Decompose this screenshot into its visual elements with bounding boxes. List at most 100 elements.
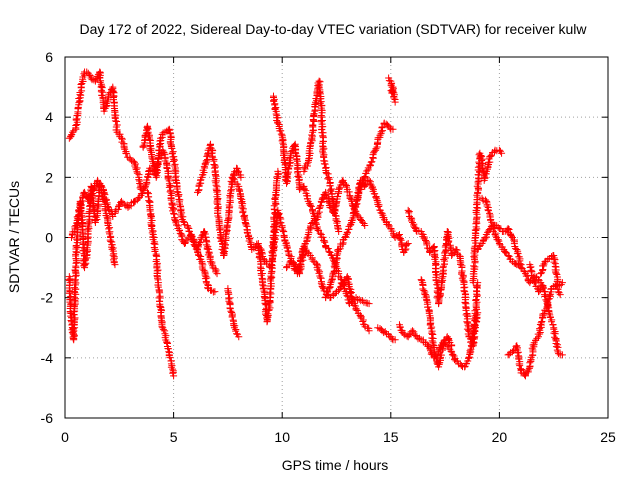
data-point bbox=[237, 199, 245, 207]
y-tick-label: 2 bbox=[45, 169, 53, 185]
data-point bbox=[221, 241, 229, 249]
data-point bbox=[201, 233, 209, 241]
data-point bbox=[184, 223, 192, 231]
data-point bbox=[317, 279, 325, 287]
data-point bbox=[423, 241, 431, 249]
data-point bbox=[180, 240, 188, 248]
data-point bbox=[202, 241, 210, 249]
data-point bbox=[307, 202, 315, 210]
data-point bbox=[85, 71, 93, 79]
data-point bbox=[537, 319, 545, 327]
data-point bbox=[271, 195, 279, 203]
data-point bbox=[309, 126, 317, 134]
data-point bbox=[200, 266, 208, 274]
data-point bbox=[106, 236, 114, 244]
data-point bbox=[416, 334, 424, 342]
data-point bbox=[487, 152, 495, 160]
data-point bbox=[306, 201, 314, 209]
data-point bbox=[323, 194, 331, 202]
data-point bbox=[189, 238, 197, 246]
data-point bbox=[423, 341, 431, 349]
data-point bbox=[105, 90, 113, 98]
data-point bbox=[494, 236, 502, 244]
data-point bbox=[222, 225, 230, 233]
data-point bbox=[212, 268, 220, 276]
data-point bbox=[287, 147, 295, 155]
data-point bbox=[153, 274, 161, 282]
data-point bbox=[334, 287, 342, 295]
data-point bbox=[228, 308, 236, 316]
data-point bbox=[492, 232, 500, 240]
data-point bbox=[133, 169, 141, 177]
data-point bbox=[166, 182, 174, 190]
data-point bbox=[301, 164, 309, 172]
data-point bbox=[330, 208, 338, 216]
data-point bbox=[481, 174, 489, 182]
data-point bbox=[269, 232, 277, 240]
data-point bbox=[257, 266, 265, 274]
data-point bbox=[195, 181, 203, 189]
data-point bbox=[469, 330, 477, 338]
data-point bbox=[280, 150, 288, 158]
x-axis-label: GPS time / hours bbox=[282, 457, 389, 473]
data-point bbox=[154, 158, 162, 166]
data-point bbox=[290, 141, 298, 149]
data-point bbox=[202, 157, 210, 165]
data-point bbox=[498, 149, 506, 157]
data-point bbox=[321, 238, 329, 246]
data-point bbox=[77, 198, 85, 206]
data-point bbox=[391, 336, 399, 344]
data-point bbox=[528, 344, 536, 352]
data-point bbox=[483, 202, 491, 210]
data-point bbox=[365, 176, 373, 184]
data-point bbox=[337, 274, 345, 282]
data-point bbox=[355, 183, 363, 191]
data-point bbox=[324, 244, 332, 252]
data-point bbox=[153, 163, 161, 171]
data-point bbox=[128, 157, 136, 165]
data-point bbox=[517, 264, 525, 272]
data-point bbox=[144, 188, 152, 196]
data-point bbox=[167, 196, 175, 204]
data-point bbox=[111, 261, 119, 269]
data-point bbox=[201, 275, 209, 283]
data-point bbox=[314, 209, 322, 217]
data-point bbox=[512, 260, 520, 268]
data-point bbox=[201, 160, 209, 168]
data-point bbox=[276, 213, 284, 221]
data-point bbox=[447, 347, 455, 355]
data-point bbox=[332, 216, 340, 224]
data-point bbox=[261, 299, 269, 307]
data-point bbox=[556, 291, 564, 299]
data-point bbox=[167, 188, 175, 196]
data-point bbox=[213, 270, 221, 278]
data-point bbox=[550, 258, 558, 266]
data-point bbox=[148, 154, 156, 162]
data-point bbox=[513, 349, 521, 357]
data-point bbox=[384, 221, 392, 229]
data-point bbox=[294, 172, 302, 180]
data-point bbox=[417, 276, 425, 284]
data-point bbox=[346, 194, 354, 202]
data-point bbox=[474, 178, 482, 186]
data-point bbox=[86, 195, 94, 203]
data-point bbox=[124, 203, 132, 211]
data-point bbox=[437, 351, 445, 359]
data-points bbox=[65, 68, 566, 380]
data-point bbox=[550, 329, 558, 337]
data-point bbox=[303, 234, 311, 242]
data-point bbox=[365, 300, 373, 308]
data-point bbox=[211, 288, 219, 296]
data-point bbox=[352, 200, 360, 208]
data-point bbox=[296, 266, 304, 274]
data-point bbox=[229, 175, 237, 183]
data-point bbox=[531, 279, 539, 287]
data-point bbox=[157, 134, 165, 142]
data-point bbox=[544, 255, 552, 263]
data-point bbox=[491, 230, 499, 238]
data-point bbox=[89, 185, 97, 193]
data-point bbox=[139, 142, 147, 150]
data-point bbox=[448, 351, 456, 359]
data-point bbox=[388, 335, 396, 343]
